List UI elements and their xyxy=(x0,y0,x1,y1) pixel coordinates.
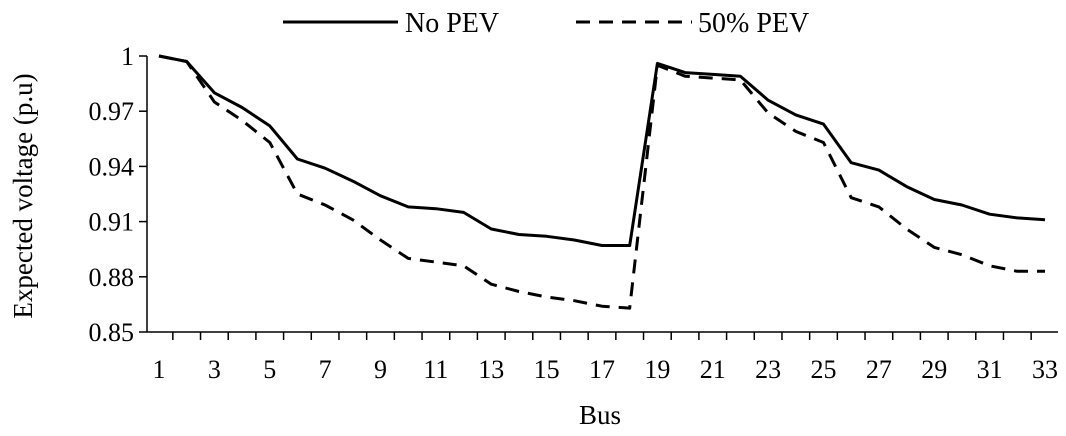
x-tick-label: 19 xyxy=(644,355,670,384)
y-tick-label: 0.88 xyxy=(89,263,135,292)
x-axis-title: Bus xyxy=(579,400,621,430)
y-tick-label: 0.91 xyxy=(89,208,135,237)
series-layer xyxy=(158,54,1046,310)
axes xyxy=(146,56,1058,333)
x-tick-label: 1 xyxy=(153,355,166,384)
x-tick-label: 31 xyxy=(977,355,1003,384)
x-tick-label: 11 xyxy=(423,355,448,384)
x-tick-label: 5 xyxy=(263,355,276,384)
series-line-50-pev xyxy=(158,54,1045,310)
legend: No PEV 50% PEV xyxy=(283,8,809,39)
x-tick-label: 13 xyxy=(478,355,504,384)
legend-label-50-pev: 50% PEV xyxy=(698,8,809,39)
y-tick-label: 0.85 xyxy=(89,318,135,347)
x-tick-label: 7 xyxy=(319,355,332,384)
x-tick-label: 29 xyxy=(921,355,947,384)
series-line-no-pev xyxy=(158,54,1046,247)
legend-label-no-pev: No PEV xyxy=(405,8,499,39)
y-ticks: 0.85 0.88 0.91 0.94 0.97 1 xyxy=(89,42,147,347)
x-tick-label: 23 xyxy=(755,355,781,384)
y-tick-label: 1 xyxy=(121,42,134,71)
x-tick-label: 15 xyxy=(534,355,560,384)
y-tick-label: 0.94 xyxy=(89,152,135,181)
x-tick-label: 21 xyxy=(700,355,726,384)
x-ticks: 1 3 5 7 9 11 13 15 17 19 21 23 25 27 29 31 33 xyxy=(153,332,1058,384)
y-tick-label: 0.97 xyxy=(89,97,135,126)
x-tick-label: 25 xyxy=(811,355,837,384)
x-tick-label: 17 xyxy=(589,355,615,384)
x-tick-label: 33 xyxy=(1032,355,1058,384)
x-tick-label: 9 xyxy=(374,355,387,384)
y-axis-title: Expected voltage (p.u) xyxy=(8,73,38,318)
x-tick-label: 27 xyxy=(866,355,892,384)
x-tick-label: 3 xyxy=(208,355,221,384)
